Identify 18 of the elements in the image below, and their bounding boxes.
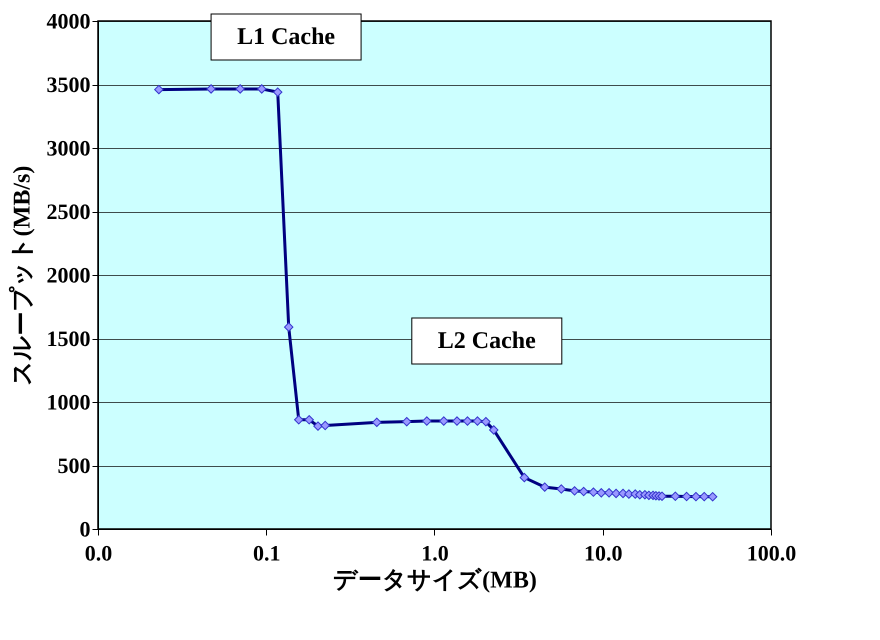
y-tick-label: 500 [58,453,90,478]
annotation: L2 Cache [438,328,536,354]
y-tick-label: 2000 [46,262,90,288]
y-tick-label: 3500 [46,72,90,97]
y-axis-title: スループット(MB/s) [8,166,36,386]
x-tick-label: 0.1 [253,540,280,566]
y-tick-label: 1000 [46,390,90,414]
y-tick-label: 2500 [46,199,90,224]
y-tick-label: 1500 [46,326,90,351]
annotation: L1 Cache [237,24,336,50]
y-tick-label: 4000 [46,8,90,34]
y-tick-label: 0 [80,516,90,542]
x-tick-label: 10.0 [584,540,622,566]
x-tick-label: 100.0 [746,540,796,566]
x-tick-label: 0.0 [84,540,112,566]
y-tick-label: 3000 [46,136,90,160]
x-tick-label: 1.0 [421,540,449,566]
x-axis-title: データサイズ(MB) [333,568,537,594]
